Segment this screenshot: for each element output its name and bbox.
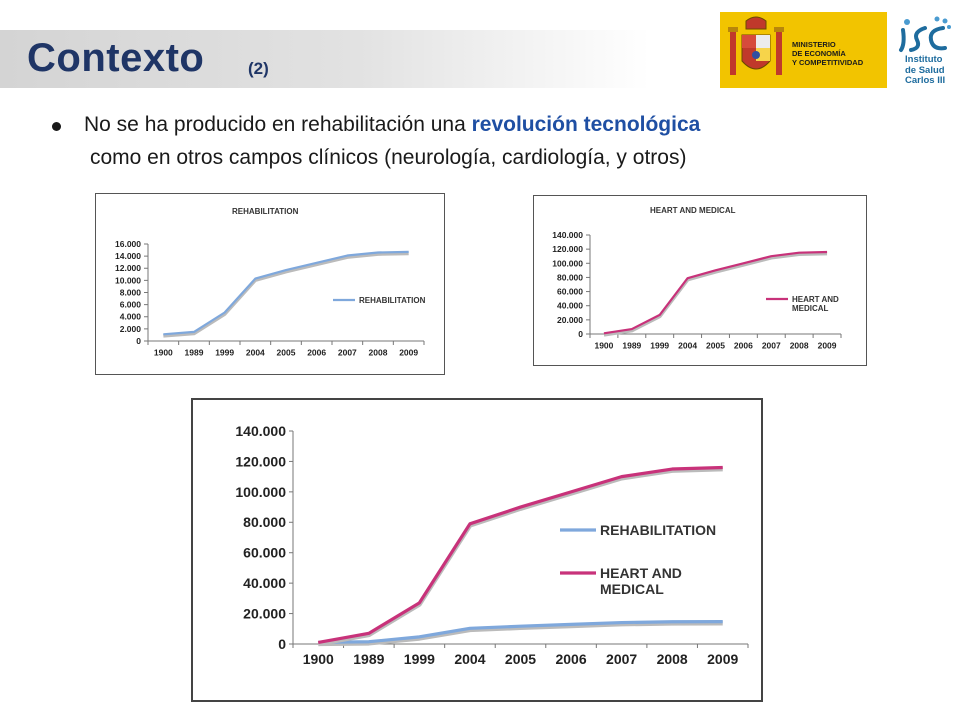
y-tick-label: 10.000 xyxy=(115,275,141,285)
x-tick-label: 2004 xyxy=(678,341,697,351)
x-tick-label: 2008 xyxy=(369,348,388,358)
y-tick-label: 100.000 xyxy=(552,258,583,268)
y-tick-label: 140.000 xyxy=(552,230,583,240)
bullet-line-2: como en otros campos clínicos (neurologí… xyxy=(90,146,687,169)
y-tick-label: 100.000 xyxy=(235,484,286,500)
x-tick-label: 2006 xyxy=(734,341,753,351)
series-line xyxy=(163,250,409,336)
y-tick-label: 14.000 xyxy=(115,251,141,261)
series-shadow xyxy=(163,251,409,338)
x-tick-label: 1989 xyxy=(622,341,641,351)
isciii-line-1: Instituto xyxy=(905,54,943,65)
x-tick-label: 1999 xyxy=(650,341,669,351)
legend-label: HEART AND MEDICAL xyxy=(792,295,839,313)
y-tick-label: 12.000 xyxy=(115,263,141,273)
chart-rehabilitation-svg: REHABILITATION 0 2.000 4.000 6.000 8.000 10.00… xyxy=(115,207,426,358)
x-tick-label: 1989 xyxy=(353,651,384,667)
x-tick-label: 2008 xyxy=(657,651,688,667)
y-tick-label: 120.000 xyxy=(235,453,286,469)
y-tick-label: 6.000 xyxy=(120,300,142,310)
coat-of-arms-icon xyxy=(728,16,784,75)
chart-heart: HEART AND MEDICAL 0 20.000 40.000 60.000 80.0… xyxy=(533,195,867,366)
x-tick-label: 1999 xyxy=(215,348,234,358)
ministerio-line-1: MINISTERIO xyxy=(792,40,836,49)
x-tick-label: 2005 xyxy=(277,348,296,358)
x-tick-label: 2006 xyxy=(555,651,586,667)
x-tick-label: 2007 xyxy=(606,651,637,667)
isciii-mark-icon xyxy=(899,16,951,52)
x-tick-label: 1989 xyxy=(185,348,204,358)
x-tick-label: 2009 xyxy=(818,341,837,351)
x-tick-label: 2004 xyxy=(454,651,485,667)
x-tick-label: 1900 xyxy=(154,348,173,358)
y-tick-label: 0 xyxy=(578,329,583,339)
x-tick-label: 1999 xyxy=(404,651,435,667)
y-tick-label: 40.000 xyxy=(243,575,286,591)
title-bar xyxy=(0,30,650,88)
y-tick-label: 140.000 xyxy=(235,423,286,439)
bullet-line-1-text: No se ha producido en rehabilitación una xyxy=(84,113,472,136)
ministerio-line-3: Y COMPETITIVIDAD xyxy=(792,58,864,67)
isciii-line-2: de Salud xyxy=(905,64,945,76)
y-tick-label: 120.000 xyxy=(552,244,583,254)
page-title: Contexto xyxy=(27,36,205,80)
x-tick-label: 2005 xyxy=(505,651,536,667)
y-tick-label: 60.000 xyxy=(557,287,583,297)
chart-combined-svg: 0 20.000 40.000 60.000 80.000 100.000 120.000 1… xyxy=(235,423,749,667)
x-tick-label: 2005 xyxy=(706,341,725,351)
isciii-logo: Instituto de Salud Carlos III xyxy=(893,12,955,92)
series-shadow xyxy=(603,251,828,337)
y-tick-label: 60.000 xyxy=(243,545,286,561)
x-tick-label: 2008 xyxy=(790,341,809,351)
series-line xyxy=(603,250,828,335)
bullet-highlight: revolución tecnológica xyxy=(471,113,701,136)
series-line xyxy=(317,465,723,645)
x-tick-label: 2006 xyxy=(307,348,326,358)
ministerio-line-2: DE ECONOMÍA xyxy=(792,49,846,58)
legend-label: HEART AND MEDICAL xyxy=(600,565,682,597)
y-tick-label: 20.000 xyxy=(243,605,286,621)
chart-title: REHABILITATION xyxy=(232,207,299,216)
bullet-line-1: No se ha producido en rehabilitación una… xyxy=(84,113,700,137)
x-tick-label: 2009 xyxy=(399,348,418,358)
series-shadow xyxy=(317,466,723,647)
isciii-line-3: Carlos III xyxy=(905,75,946,86)
page-title-number: (2) xyxy=(248,59,269,78)
x-tick-label: 1900 xyxy=(594,341,613,351)
y-tick-label: 80.000 xyxy=(243,514,286,530)
x-tick-label: 2009 xyxy=(707,651,738,667)
x-tick-label: 2007 xyxy=(762,341,781,351)
y-tick-label: 0 xyxy=(278,636,286,652)
x-tick-label: 2007 xyxy=(338,348,357,358)
y-tick-label: 80.000 xyxy=(557,272,583,282)
y-tick-label: 40.000 xyxy=(557,301,583,311)
y-tick-label: 16.000 xyxy=(115,239,141,249)
legend-label: REHABILITATION xyxy=(600,522,716,538)
y-tick-label: 0 xyxy=(136,336,141,346)
y-tick-label: 4.000 xyxy=(120,312,142,322)
chart-combined: 0 20.000 40.000 60.000 80.000 100.000 120.000 1… xyxy=(191,398,763,702)
legend-label: REHABILITATION xyxy=(359,296,426,305)
chart-rehabilitation: REHABILITATION 0 2.000 4.000 6.000 8.000 10.00… xyxy=(95,193,445,375)
y-tick-label: 2.000 xyxy=(120,324,142,334)
y-tick-label: 20.000 xyxy=(557,315,583,325)
y-tick-label: 8.000 xyxy=(120,287,142,297)
x-tick-label: 2004 xyxy=(246,348,265,358)
chart-title: HEART AND MEDICAL xyxy=(650,206,736,215)
x-tick-label: 1900 xyxy=(303,651,334,667)
chart-heart-svg: HEART AND MEDICAL 0 20.000 40.000 60.000 80.0… xyxy=(552,206,842,351)
ministerio-logo: MINISTERIO DE ECONOMÍA Y COMPETITIVIDAD xyxy=(720,12,887,88)
bullet-icon xyxy=(52,122,61,131)
